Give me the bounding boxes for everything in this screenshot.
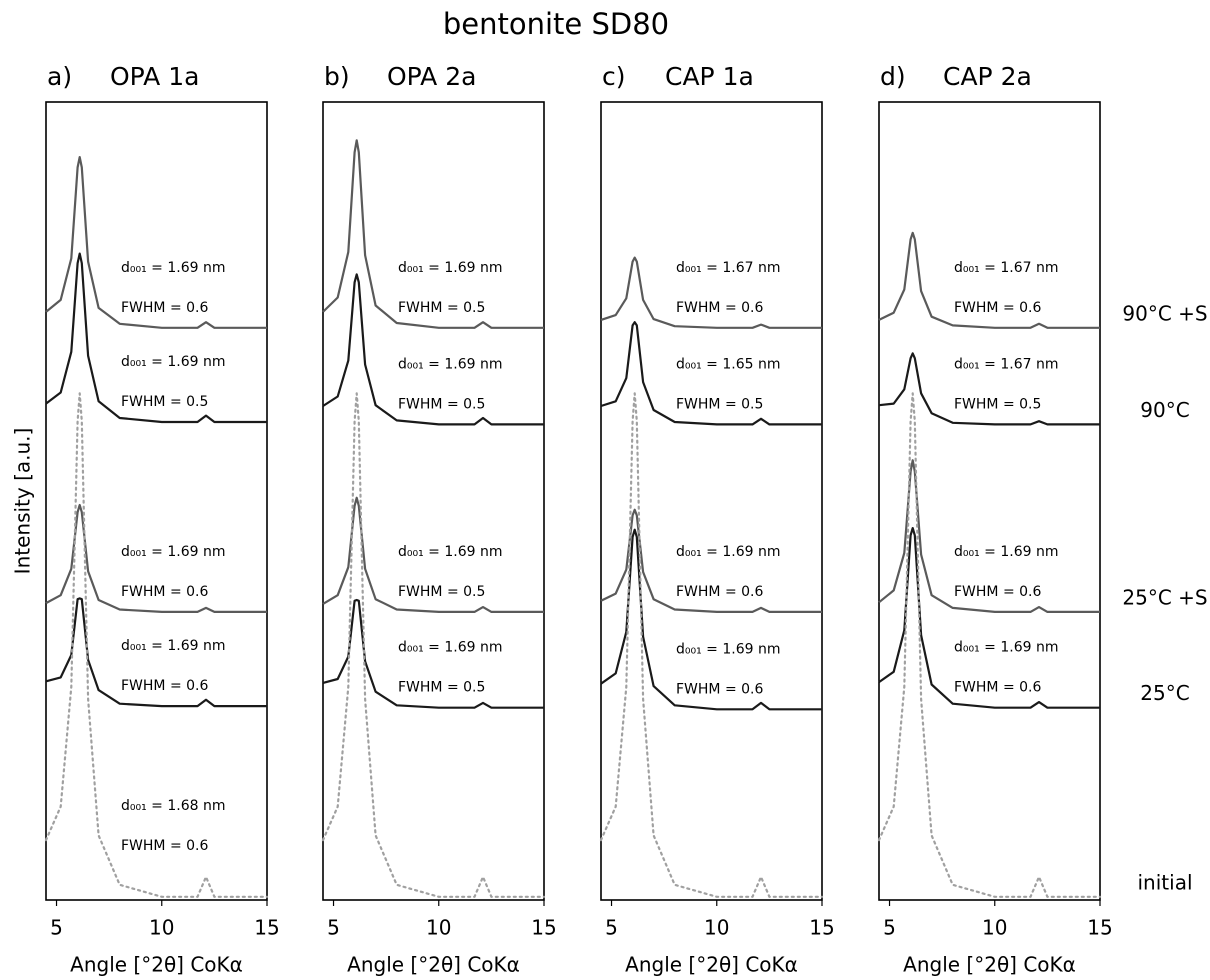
peak-annotation: FWHM = 0.6 [954,680,1041,696]
peak-annotation: d₀₀₁ = 1.69 nm [954,640,1059,656]
spectrum-line [45,503,267,613]
spectrum-line [44,392,269,898]
spectrum-line [878,459,1100,613]
spectrum-line [599,392,824,898]
peak-annotation: d₀₀₁ = 1.67 nm [676,260,781,276]
panel-label: b) [324,62,350,91]
peak-annotation: FWHM = 0.5 [398,584,485,600]
x-tick-label: 5 [883,916,896,940]
figure-title: bentonite SD80 [443,7,669,41]
series-label: 90°C [1140,398,1189,422]
x-axis-label: Angle [°2θ] CoKα [625,953,798,977]
spectrum-line [877,392,1102,898]
x-tick-label: 10 [704,916,729,940]
x-axis-label: Angle [°2θ] CoKα [70,953,243,977]
peak-annotation: FWHM = 0.6 [121,584,208,600]
peak-annotation: d₀₀₁ = 1.65 nm [676,356,781,372]
peak-annotation: FWHM = 0.6 [676,300,763,316]
x-tick-label: 15 [1087,916,1112,940]
peak-annotation: FWHM = 0.5 [676,396,763,412]
peak-annotation: d₀₀₁ = 1.69 nm [676,544,781,560]
spectrum-line [322,273,544,426]
plot-frame [45,101,268,901]
panel-label: a) [47,62,72,91]
peak-annotation: d₀₀₁ = 1.69 nm [121,354,226,370]
peak-annotation: d₀₀₁ = 1.69 nm [398,544,503,560]
peak-annotation: d₀₀₁ = 1.69 nm [121,544,226,560]
peak-annotation: d₀₀₁ = 1.68 nm [121,798,226,814]
spectrum-line [600,508,822,613]
series-label: initial [1138,870,1193,894]
peak-annotation: d₀₀₁ = 1.69 nm [954,544,1059,560]
peak-annotation: d₀₀₁ = 1.69 nm [121,638,226,654]
spectrum-line [878,231,1100,329]
peak-annotation: FWHM = 0.6 [121,678,208,694]
panel-title: OPA 1a [110,62,199,91]
peak-annotation: FWHM = 0.5 [398,300,485,316]
peak-annotation: FWHM = 0.6 [121,838,208,854]
spectrum-line [45,252,267,424]
panel-label: d) [880,62,906,91]
peak-annotation: d₀₀₁ = 1.69 nm [398,356,503,372]
x-tick-label: 5 [327,916,340,940]
peak-annotation: d₀₀₁ = 1.67 nm [954,260,1059,276]
panel-title: CAP 1a [665,62,754,91]
panel-title: CAP 2a [943,62,1032,91]
spectrum-line [322,598,544,709]
x-axis-label: Angle [°2θ] CoKα [347,953,520,977]
spectrum-line [878,352,1100,426]
series-label: 25°C [1140,681,1189,705]
peak-annotation: FWHM = 0.6 [121,300,208,316]
peak-annotation: FWHM = 0.5 [398,396,485,412]
x-tick-label: 15 [531,916,556,940]
plot-frame [322,101,545,901]
peak-annotation: FWHM = 0.6 [954,300,1041,316]
spectrum-line [321,392,546,898]
x-tick-label: 10 [149,916,174,940]
peak-annotation: FWHM = 0.5 [398,680,485,696]
peak-annotation: FWHM = 0.5 [954,396,1041,412]
plot-frame [600,101,823,901]
x-axis-label: Angle [°2θ] CoKα [903,953,1076,977]
series-label: 90°C +S [1122,301,1207,325]
x-tick-label: 15 [809,916,834,940]
peak-annotation: d₀₀₁ = 1.69 nm [398,260,503,276]
peak-annotation: d₀₀₁ = 1.69 nm [676,641,781,657]
panel-title: OPA 2a [387,62,476,91]
peak-annotation: d₀₀₁ = 1.67 nm [954,356,1059,372]
spectrum-line [600,256,822,329]
peak-annotation: FWHM = 0.6 [954,584,1041,600]
peak-annotation: FWHM = 0.6 [676,681,763,697]
plot-frame [878,101,1101,901]
peak-annotation: d₀₀₁ = 1.69 nm [398,640,503,656]
x-tick-label: 5 [605,916,618,940]
spectrum-line [45,156,267,329]
x-tick-label: 10 [426,916,451,940]
y-axis-label: Intensity [a.u.] [11,428,35,575]
peak-annotation: FWHM = 0.6 [676,584,763,600]
panel-label: c) [602,62,626,91]
spectrum-line [322,139,544,329]
peak-annotation: d₀₀₁ = 1.69 nm [121,260,226,276]
spectrum-line [322,496,544,613]
x-tick-label: 10 [982,916,1007,940]
x-tick-label: 5 [50,916,63,940]
peak-annotation: FWHM = 0.5 [121,394,208,410]
series-label: 25°C +S [1122,585,1207,609]
x-tick-label: 15 [254,916,279,940]
spectrum-line [600,321,822,426]
